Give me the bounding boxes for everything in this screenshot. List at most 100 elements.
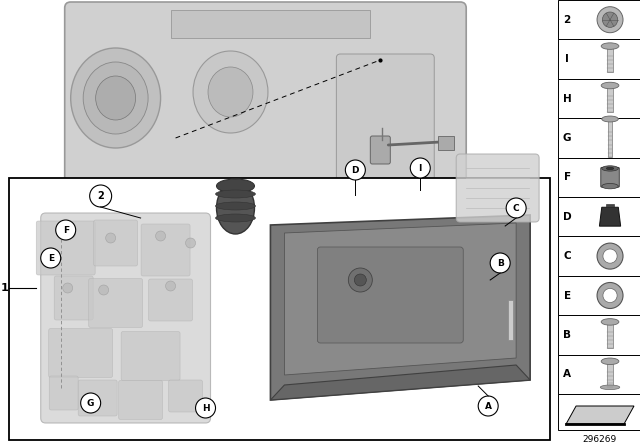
Bar <box>438 136 454 150</box>
Text: G: G <box>87 399 94 408</box>
Ellipse shape <box>606 167 614 170</box>
Ellipse shape <box>193 51 268 133</box>
Circle shape <box>156 231 166 241</box>
Ellipse shape <box>601 82 619 89</box>
Text: G: G <box>563 133 572 143</box>
Circle shape <box>99 285 109 295</box>
Text: F: F <box>564 172 571 182</box>
Polygon shape <box>566 406 634 424</box>
FancyBboxPatch shape <box>168 380 202 412</box>
Text: H: H <box>563 94 572 103</box>
FancyBboxPatch shape <box>371 136 390 164</box>
FancyBboxPatch shape <box>456 154 539 222</box>
Text: 1: 1 <box>1 283 9 293</box>
Text: D: D <box>351 165 359 175</box>
Ellipse shape <box>601 358 619 365</box>
Bar <box>558 315 640 355</box>
Text: 2: 2 <box>97 191 104 201</box>
Circle shape <box>603 289 617 302</box>
Circle shape <box>106 233 116 243</box>
Circle shape <box>66 228 76 238</box>
Text: F: F <box>63 225 68 234</box>
Bar <box>558 276 640 315</box>
Circle shape <box>196 398 216 418</box>
Polygon shape <box>271 215 530 400</box>
FancyBboxPatch shape <box>54 276 93 320</box>
FancyBboxPatch shape <box>121 332 180 380</box>
Circle shape <box>348 268 372 292</box>
Ellipse shape <box>216 214 255 222</box>
Ellipse shape <box>602 166 618 171</box>
Bar <box>607 46 612 72</box>
Text: B: B <box>497 258 504 267</box>
Bar <box>558 0 640 39</box>
FancyBboxPatch shape <box>49 328 113 378</box>
FancyBboxPatch shape <box>337 54 435 192</box>
Bar <box>558 197 640 237</box>
Text: B: B <box>563 330 571 340</box>
Ellipse shape <box>601 43 619 49</box>
Bar <box>607 322 612 348</box>
Ellipse shape <box>216 182 255 234</box>
Circle shape <box>490 253 510 273</box>
Bar <box>171 10 371 38</box>
Circle shape <box>346 160 365 180</box>
Circle shape <box>63 283 73 293</box>
FancyBboxPatch shape <box>36 221 95 275</box>
Polygon shape <box>271 365 530 400</box>
Polygon shape <box>600 207 621 226</box>
Bar <box>558 394 640 430</box>
Circle shape <box>166 281 175 291</box>
Circle shape <box>90 185 111 207</box>
Bar <box>9 178 550 440</box>
Ellipse shape <box>95 76 136 120</box>
Ellipse shape <box>600 385 620 390</box>
Bar <box>508 300 513 340</box>
FancyBboxPatch shape <box>65 2 466 214</box>
Text: C: C <box>563 251 571 261</box>
FancyBboxPatch shape <box>141 224 190 276</box>
Text: 296269: 296269 <box>582 435 616 444</box>
FancyBboxPatch shape <box>41 213 211 423</box>
Text: I: I <box>565 54 569 64</box>
FancyBboxPatch shape <box>118 380 163 419</box>
Ellipse shape <box>208 67 253 117</box>
Text: C: C <box>513 203 520 212</box>
Ellipse shape <box>602 116 618 122</box>
Circle shape <box>81 393 100 413</box>
Ellipse shape <box>216 179 255 193</box>
Ellipse shape <box>216 190 255 198</box>
Text: I: I <box>419 164 422 172</box>
FancyBboxPatch shape <box>601 168 620 187</box>
Circle shape <box>597 243 623 269</box>
Circle shape <box>506 198 526 218</box>
Ellipse shape <box>70 48 161 148</box>
Text: 2: 2 <box>563 15 571 25</box>
Text: E: E <box>47 254 54 263</box>
Circle shape <box>186 238 196 248</box>
Bar <box>558 355 640 394</box>
Text: D: D <box>563 212 572 222</box>
Circle shape <box>355 274 366 286</box>
Circle shape <box>41 248 61 268</box>
FancyBboxPatch shape <box>148 279 193 321</box>
Text: H: H <box>202 404 209 413</box>
Bar <box>558 79 640 118</box>
FancyBboxPatch shape <box>49 376 78 410</box>
Bar <box>558 39 640 79</box>
FancyBboxPatch shape <box>78 380 117 416</box>
Circle shape <box>478 396 498 416</box>
FancyBboxPatch shape <box>89 279 143 327</box>
Circle shape <box>56 220 76 240</box>
Text: E: E <box>564 290 571 301</box>
Text: A: A <box>563 369 571 379</box>
Text: A: A <box>484 401 492 410</box>
Bar <box>607 204 614 207</box>
Circle shape <box>597 7 623 33</box>
Circle shape <box>602 12 618 27</box>
Polygon shape <box>284 223 516 375</box>
FancyBboxPatch shape <box>93 220 138 266</box>
Bar <box>558 118 640 158</box>
Ellipse shape <box>83 62 148 134</box>
Bar <box>607 361 612 388</box>
